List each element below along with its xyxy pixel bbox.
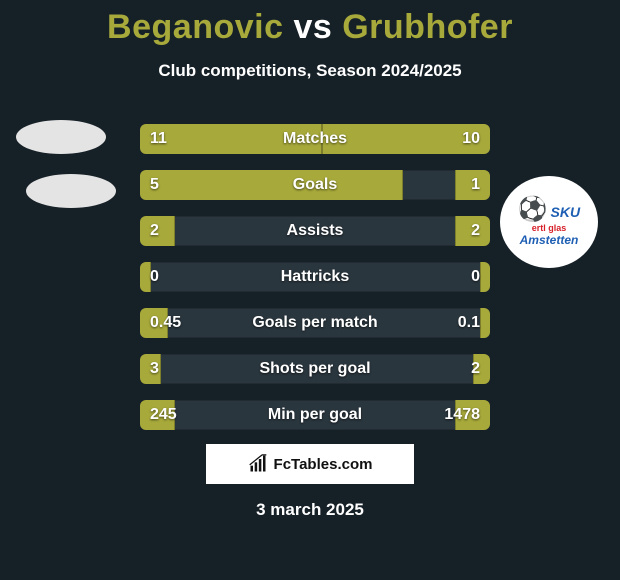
stat-row: 1110Matches bbox=[140, 124, 490, 154]
club-badge-content: ⚽ SKU ertl glas Amstetten bbox=[518, 197, 580, 248]
watermark-text: FcTables.com bbox=[274, 456, 373, 473]
stat-row: 2451478Min per goal bbox=[140, 400, 490, 430]
date-text: 3 march 2025 bbox=[0, 500, 620, 520]
stat-row: 51Goals bbox=[140, 170, 490, 200]
stat-value-left: 0 bbox=[150, 268, 159, 286]
stat-value-right: 0.1 bbox=[458, 314, 480, 332]
page-title: Beganovic vs Grubhofer bbox=[0, 0, 620, 47]
player1-club-badge-placeholder-1 bbox=[16, 120, 106, 154]
stat-fill-left bbox=[140, 354, 161, 384]
stat-label: Hattricks bbox=[140, 268, 490, 286]
stat-row: 22Assists bbox=[140, 216, 490, 246]
club-ertl: ertl glas bbox=[532, 223, 567, 233]
stat-fill-right bbox=[480, 262, 491, 292]
player2-club-badge: ⚽ SKU ertl glas Amstetten bbox=[500, 176, 598, 268]
stat-row: 0.450.1Goals per match bbox=[140, 308, 490, 338]
stat-row: 32Shots per goal bbox=[140, 354, 490, 384]
club-amstetten: Amstetten bbox=[520, 233, 579, 247]
stat-fill-right bbox=[455, 400, 490, 430]
player2-name: Grubhofer bbox=[342, 8, 513, 46]
stat-fill-right bbox=[480, 308, 491, 338]
stat-fill-left bbox=[140, 400, 175, 430]
player1-club-badge-placeholder-2 bbox=[26, 174, 116, 208]
stat-fill-right bbox=[455, 170, 490, 200]
stat-fill-left bbox=[140, 216, 175, 246]
stat-fill-left bbox=[140, 170, 403, 200]
stat-label: Min per goal bbox=[140, 406, 490, 424]
player1-name: Beganovic bbox=[107, 8, 283, 46]
stats-bars-container: 1110Matches 51Goals 22Assists 00Hattricks 0.… bbox=[140, 124, 490, 446]
subtitle: Club competitions, Season 2024/2025 bbox=[0, 61, 620, 81]
stat-fill-right bbox=[455, 216, 490, 246]
watermark: FcTables.com bbox=[206, 444, 414, 484]
stat-row: 00Hattricks bbox=[140, 262, 490, 292]
stat-label: Assists bbox=[140, 222, 490, 240]
stat-fill-right bbox=[473, 354, 491, 384]
chart-icon bbox=[248, 454, 268, 474]
stat-label: Goals per match bbox=[140, 314, 490, 332]
club-sku: SKU bbox=[551, 204, 581, 220]
stat-fill-right bbox=[322, 124, 490, 154]
soccer-ball-icon: ⚽ bbox=[518, 196, 548, 223]
stat-label: Shots per goal bbox=[140, 360, 490, 378]
stat-fill-left bbox=[140, 308, 168, 338]
vs-text: vs bbox=[293, 8, 332, 46]
stat-fill-left bbox=[140, 262, 151, 292]
stat-fill-left bbox=[140, 124, 322, 154]
